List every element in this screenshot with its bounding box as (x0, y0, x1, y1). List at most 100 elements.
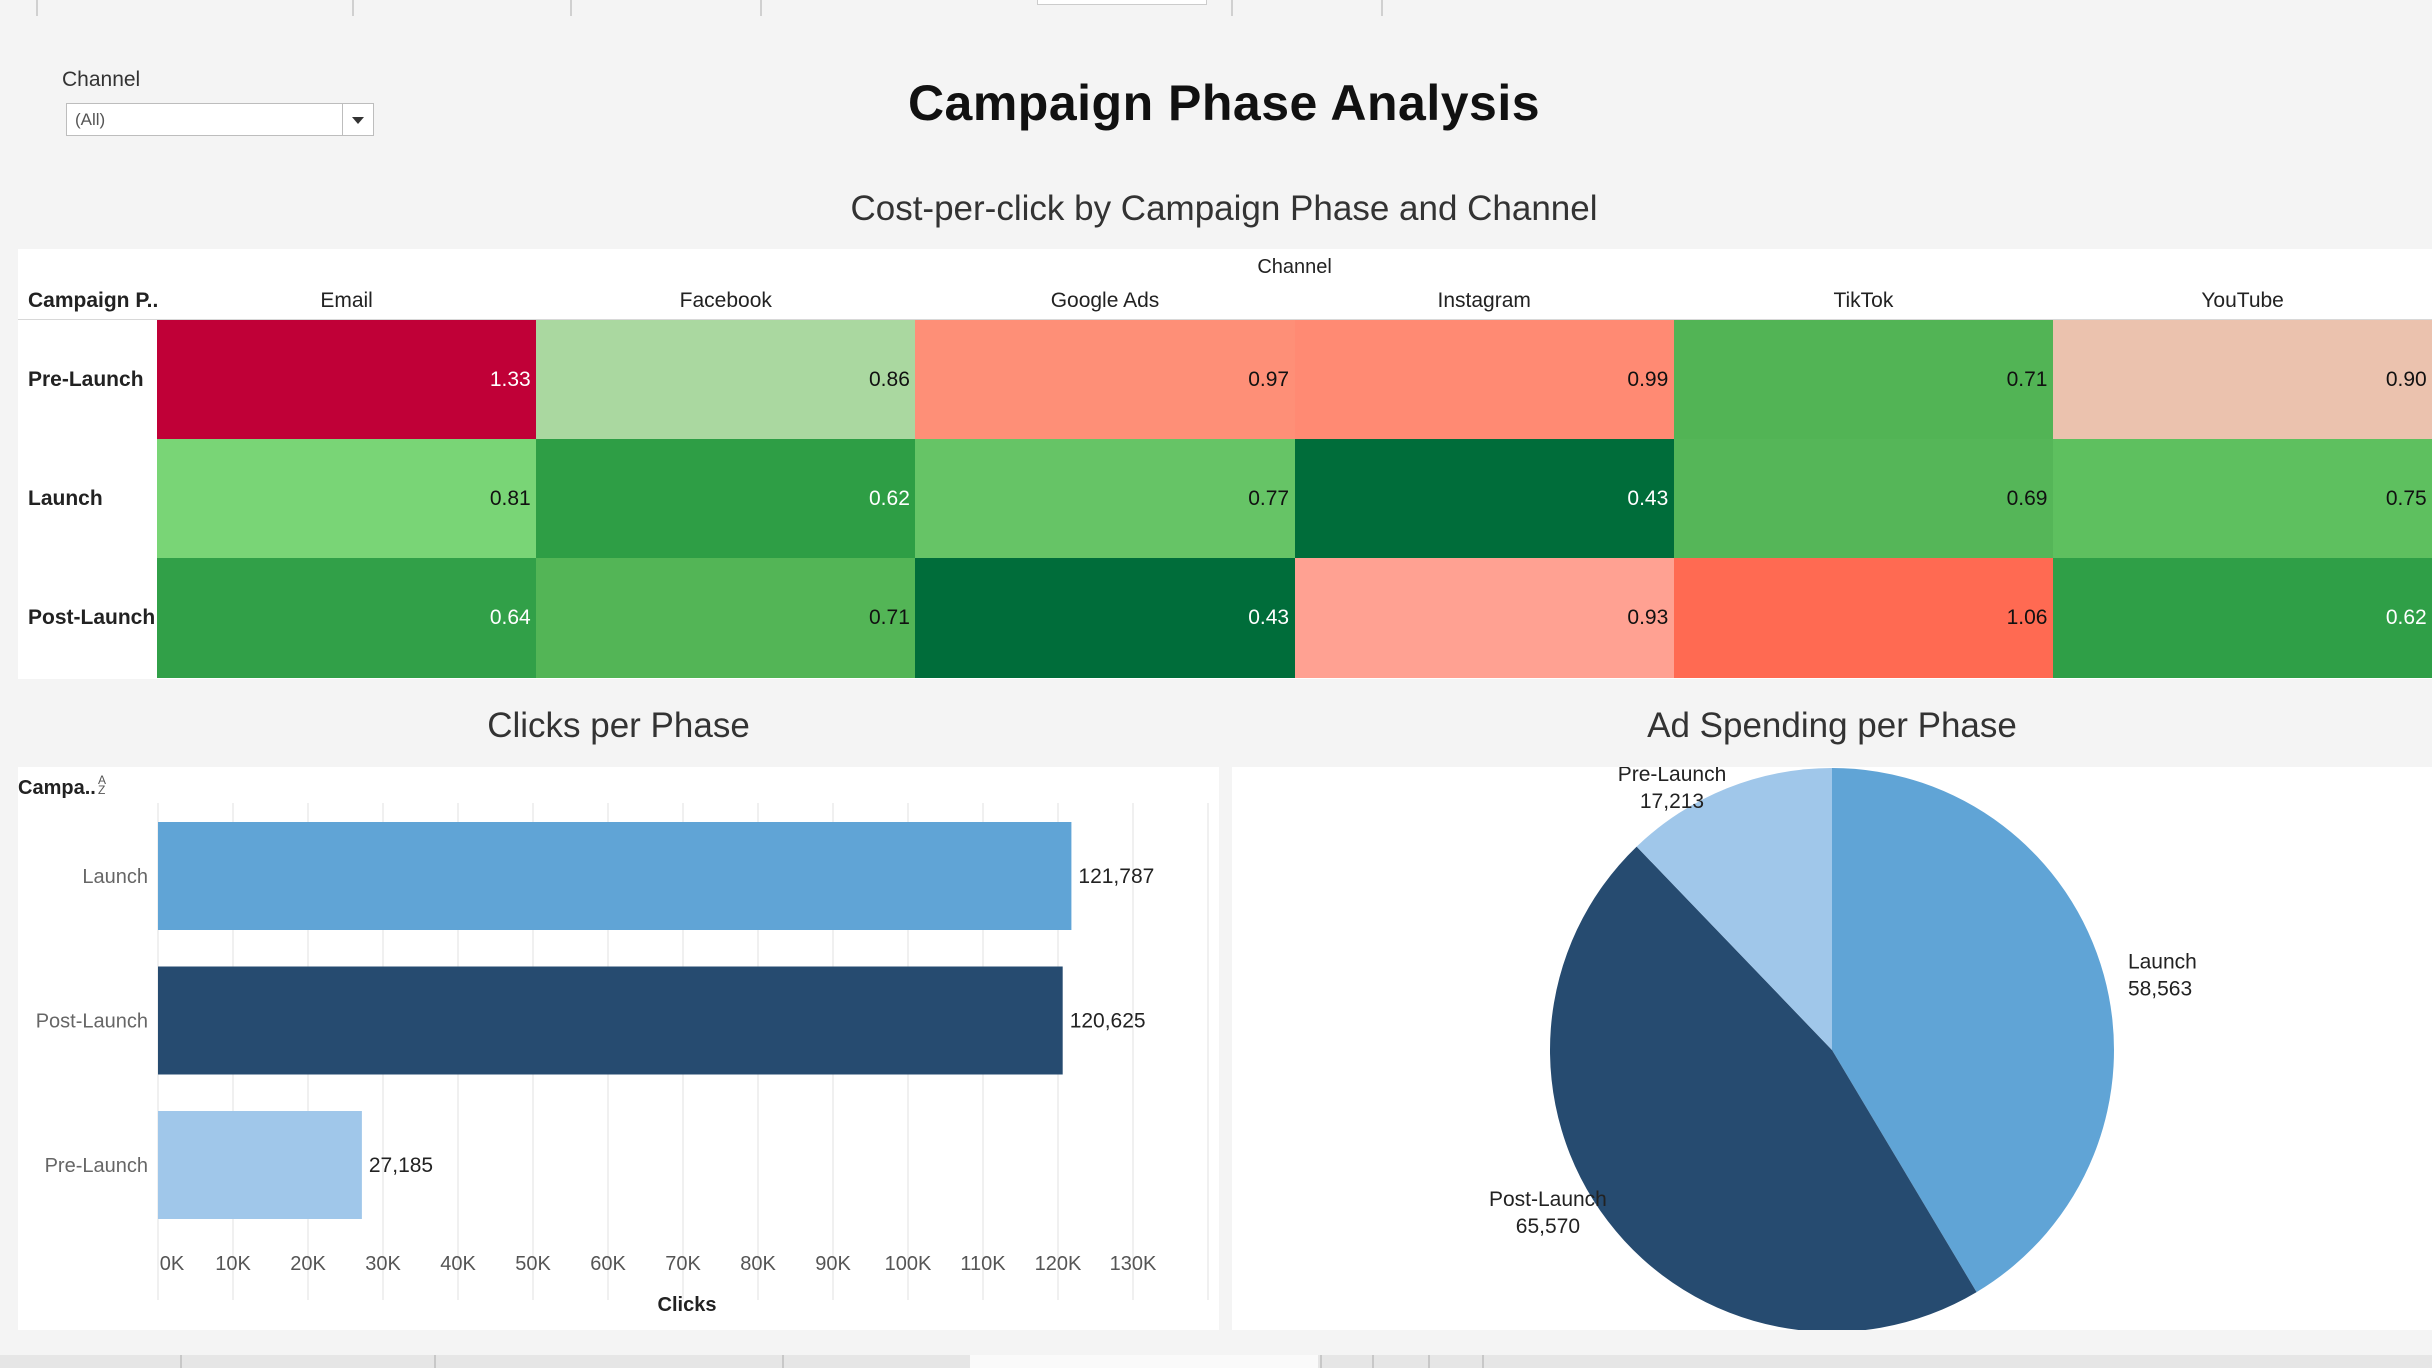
heatmap-cell[interactable]: 0.75 (2053, 439, 2432, 559)
pie-slice[interactable] (1636, 768, 1832, 1050)
heatmap-cell[interactable]: 0.62 (536, 439, 916, 559)
x-tick-label: 50K (515, 1253, 551, 1275)
heatmap-cell[interactable]: 0.71 (1673, 320, 2054, 440)
channel-filter-dropdown[interactable]: (All) (66, 103, 374, 136)
pie-slice-value: 65,570 (1516, 1215, 1580, 1238)
pie-chart: Launch 58,563 Post-Launch 65,570 Pre-Launch 1… (1489, 767, 2197, 1330)
heatmap-cell[interactable]: 0.93 (1294, 558, 1675, 678)
pie-slice[interactable] (1832, 768, 2114, 1293)
x-tick-label: 60K (590, 1253, 626, 1275)
x-tick-label: 30K (365, 1253, 401, 1275)
heatmap-cell[interactable]: 1.06 (1673, 558, 2054, 678)
bar-category-label: Pre-Launch (45, 1155, 148, 1177)
pie-slice-label: Post-Launch (1489, 1188, 1607, 1211)
dashboard-title: Campaign Phase Analysis (907, 75, 1541, 131)
heatmap-cell[interactable]: 0.99 (1294, 320, 1675, 440)
heatmap-cell[interactable]: 0.90 (2053, 320, 2432, 440)
x-tick-label: 110K (960, 1253, 1006, 1275)
bar-value-label: 27,185 (369, 1154, 433, 1177)
heatmap-cell-value: 0.97 (1248, 367, 1290, 391)
sheet-tab-divider (1428, 1355, 1430, 1368)
heatmap-cell-value: 0.43 (1248, 605, 1290, 629)
heatmap-cell[interactable]: 0.77 (915, 439, 1296, 559)
toolbar-divider (1381, 0, 1383, 16)
sheet-tab-divider (1320, 1355, 1322, 1368)
bar-category-label: Launch (82, 866, 148, 888)
x-tick-label: 90K (815, 1253, 851, 1275)
heatmap-row-header: Post-Launch (28, 605, 156, 629)
bar-chart: 0K 10K 20K 30K 40K 50K 60K 70K 80K 90K 100K 110K 120… (36, 803, 1209, 1316)
x-tick-label: 80K (740, 1253, 776, 1275)
sheet-tab-active[interactable] (970, 1355, 1318, 1368)
toolbar-divider (352, 0, 354, 16)
heatmap-column-header: Email (320, 289, 373, 312)
heatmap-cell[interactable]: 0.71 (536, 558, 916, 678)
heatmap-cell-value: 0.71 (2006, 367, 2048, 391)
heatmap-cell-value: 0.64 (489, 605, 531, 629)
heatmap-row-header: Launch (28, 486, 103, 510)
heatmap-column-header: Google Ads (1050, 289, 1160, 312)
heatmap-cell-value: 0.43 (1627, 486, 1669, 510)
x-tick-label: 130K (1110, 1253, 1157, 1275)
heatmap-cell-value: 0.77 (1248, 486, 1290, 510)
x-tick-label: 100K (885, 1253, 932, 1275)
heatmap-column-axis-label: Channel (1257, 256, 1332, 278)
heatmap-cell[interactable]: 0.64 (157, 558, 537, 678)
bar-value-label: 120,625 (1070, 1010, 1146, 1033)
chevron-down-icon[interactable] (342, 104, 373, 135)
pie-chart-title: Ad Spending per Phase (1647, 706, 2017, 745)
sheet-tab-divider (1372, 1355, 1374, 1368)
toolbar-control[interactable] (1037, 0, 1207, 5)
heatmap-row-header: Pre-Launch (28, 367, 144, 391)
pie-chart-panel: Launch 58,563 Post-Launch 65,570 Pre-Launch 1… (1232, 767, 2432, 1330)
pie-slice-label: Pre-Launch (1618, 767, 1727, 786)
x-tick-label: 120K (1035, 1253, 1082, 1275)
channel-filter-value: (All) (75, 110, 106, 129)
heatmap-cell-value: 0.75 (2385, 486, 2427, 510)
pie-slice-value: 17,213 (1640, 790, 1704, 813)
heatmap-cell[interactable]: 0.97 (915, 320, 1296, 440)
heatmap-cell-value: 0.86 (869, 367, 910, 391)
heatmap-cell-value: 0.99 (1627, 367, 1669, 391)
bar-category-label: Post-Launch (36, 1011, 148, 1033)
toolbar-divider (570, 0, 572, 16)
channel-filter-label: Channel (62, 68, 141, 91)
heatmap-cell[interactable]: 0.62 (2053, 558, 2432, 678)
sheet-tab-divider (782, 1355, 784, 1368)
toolbar-divider (760, 0, 762, 16)
bar-row-axis-label: Campa.. (18, 777, 96, 799)
sheet-tab-divider (1482, 1355, 1484, 1368)
bar[interactable] (158, 966, 1063, 1075)
sheet-tab-divider (180, 1355, 182, 1368)
toolbar-divider (36, 0, 38, 16)
heatmap-cell-value: 1.33 (489, 367, 531, 391)
sheet-tab-bar (0, 1355, 2432, 1368)
bar-value-label: 121,787 (1078, 865, 1154, 888)
heatmap-cell[interactable]: 0.43 (915, 558, 1296, 678)
heatmap-title: Cost-per-click by Campaign Phase and Cha… (850, 189, 1598, 228)
heatmap-header-divider (18, 319, 2432, 320)
heatmap-cell[interactable]: 0.69 (1673, 439, 2054, 559)
heatmap-cell[interactable]: 0.81 (157, 439, 537, 559)
heatmap-cell[interactable]: 0.86 (536, 320, 916, 440)
heatmap-column-header: Instagram (1437, 289, 1531, 312)
pie-slice[interactable] (1550, 846, 1977, 1330)
heatmap-cell-value: 0.71 (869, 605, 910, 629)
heatmap-column-header: Facebook (679, 289, 772, 312)
heatmap-cell[interactable]: 1.33 (157, 320, 537, 440)
x-tick-label: 0K (160, 1253, 185, 1275)
x-tick-label: 20K (290, 1253, 326, 1275)
sheet-tab-divider (434, 1355, 436, 1368)
heatmap-panel: Channel Campaign P.. Email Facebook Google A… (18, 249, 2432, 679)
heatmap-column-header: YouTube (2201, 289, 2284, 312)
pie-slice-value: 58,563 (2128, 977, 2192, 1000)
bar-chart-title: Clicks per Phase (487, 706, 750, 745)
bar[interactable] (158, 822, 1072, 930)
bar[interactable] (158, 1111, 362, 1219)
x-tick-label: 40K (440, 1253, 476, 1275)
x-tick-label: 10K (215, 1253, 251, 1275)
heatmap-row-axis-label: Campaign P.. (28, 289, 159, 312)
heatmap-cell[interactable]: 0.43 (1294, 439, 1675, 559)
heatmap-cell-value: 0.93 (1627, 605, 1669, 629)
